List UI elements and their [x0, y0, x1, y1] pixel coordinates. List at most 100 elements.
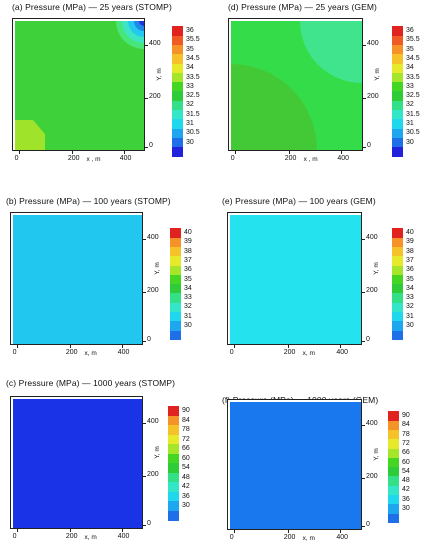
colorbar-label: 37: [406, 256, 414, 264]
y-tick-mark: [363, 147, 366, 148]
x-tick-label: 400: [117, 349, 130, 356]
colorbar-label: 90: [402, 412, 410, 419]
y-tick-label: 400: [147, 233, 159, 241]
colorbar-label: 35.5: [406, 36, 420, 44]
colorbar-label: 78: [402, 430, 410, 438]
colorbar-label: 60: [402, 458, 410, 466]
colorbar-swatch: [172, 128, 183, 139]
colorbar-label: 36: [186, 27, 194, 34]
heatmap-field: [231, 21, 362, 150]
y-tick-label: 0: [367, 142, 371, 149]
colorbar-swatch: [168, 501, 179, 512]
colorbar-swatch: [392, 265, 403, 276]
panel-title: (d) Pressure (MPa) — 25 years (GEM): [228, 2, 377, 12]
colorbar-swatch: [172, 119, 183, 130]
heatmap-field: [230, 402, 361, 529]
x-tick-mark: [340, 530, 342, 533]
y-tick-label: 0: [149, 142, 153, 149]
colorbar-label: 78: [182, 426, 190, 433]
colorbar-swatch: [392, 82, 403, 92]
plot-frame: [10, 396, 143, 529]
colorbar-swatch: [168, 444, 179, 455]
colorbar-swatch: [172, 82, 183, 92]
colorbar-label: 32: [406, 101, 414, 109]
heatmap-field: [15, 21, 144, 150]
colorbar-swatch: [170, 293, 181, 304]
colorbar-swatch: [388, 448, 399, 459]
colorbar-label: 32.5: [186, 92, 200, 100]
colorbar-swatch: [392, 312, 403, 322]
colorbar-label: 36: [402, 495, 410, 503]
y-tick-mark: [362, 291, 365, 293]
colorbar-swatch: [392, 119, 403, 130]
colorbar-label: 32: [406, 303, 414, 311]
x-tick-mark: [233, 345, 235, 348]
y-tick-mark: [143, 291, 146, 293]
colorbar-swatch: [170, 246, 181, 257]
y-tick-mark: [143, 422, 146, 424]
x-tick-label: 0: [14, 155, 19, 162]
colorbar-label: 90: [182, 407, 190, 414]
colorbar-label: 30.5: [406, 129, 420, 137]
plot-frame: [227, 212, 362, 345]
y-tick-label: 0: [147, 336, 151, 343]
x-tick-label: 0: [229, 349, 234, 356]
colorbar-swatch: [172, 26, 183, 37]
colorbar-label: 33: [186, 82, 194, 90]
panel-title: (c) Pressure (MPa) — 1000 years (STOMP): [6, 378, 176, 388]
x-tick-mark: [18, 151, 20, 154]
x-tick-label: 400: [337, 155, 350, 162]
y-tick-label: 0: [147, 520, 151, 527]
x-tick-mark: [69, 345, 71, 348]
colorbar-label: 31: [184, 312, 192, 320]
colorbar-label: 33: [406, 82, 414, 90]
colorbar-label: 30: [182, 502, 190, 509]
colorbar-swatch: [388, 485, 399, 496]
colorbar-swatch: [392, 137, 403, 148]
y-axis-label: Y, m: [155, 68, 163, 81]
colorbar-label: 34: [406, 64, 414, 72]
colorbar-label: 42: [402, 486, 410, 494]
colorbar-swatch: [392, 100, 403, 111]
colorbar-label: 35.5: [186, 36, 200, 44]
colorbar-swatch: [392, 302, 403, 313]
field-background: [13, 399, 142, 528]
colorbar-label: 31.5: [186, 110, 200, 118]
colorbar-label: 31: [406, 120, 414, 127]
x-axis-label: x , m: [86, 156, 101, 163]
y-tick-label: 400: [366, 420, 378, 428]
colorbar-label: 36: [406, 27, 414, 34]
colorbar-swatch: [170, 284, 181, 294]
x-tick-mark: [288, 151, 290, 154]
y-axis-label: Y, m: [372, 262, 380, 275]
heatmap-field: [13, 399, 142, 528]
x-tick-mark: [234, 151, 236, 154]
colorbar-label: 34.5: [406, 54, 420, 62]
colorbar-label: 54: [182, 464, 190, 471]
colorbar-swatch: [388, 411, 399, 422]
y-tick-label: 0: [366, 336, 370, 343]
x-tick-mark: [71, 151, 73, 154]
x-axis-label: x , m: [303, 156, 318, 163]
colorbar-swatch: [172, 35, 183, 46]
colorbar-swatch: [172, 63, 183, 74]
colorbar-label: 48: [182, 473, 190, 481]
x-tick-mark: [69, 529, 71, 532]
colorbar-swatch: [168, 434, 179, 445]
colorbar-label: 72: [182, 435, 190, 443]
y-tick-label: 200: [366, 472, 378, 480]
colorbar-label: 60: [182, 454, 190, 462]
colorbar-swatch: [392, 35, 403, 46]
colorbar-label: 36: [182, 492, 190, 500]
y-tick-mark: [362, 477, 365, 479]
y-tick-mark: [143, 475, 146, 477]
contour-bottom-left: [15, 120, 45, 150]
colorbar-label: 32.5: [406, 92, 420, 100]
panel-title: (a) Pressure (MPa) — 25 years (STOMP): [12, 2, 172, 12]
y-tick-label: 400: [366, 233, 378, 241]
colorbar-swatch: [392, 26, 403, 37]
plot-frame: [228, 18, 363, 151]
colorbar-swatch: [388, 495, 399, 505]
colorbar-label: 39: [406, 238, 414, 246]
colorbar-label: 42: [182, 483, 190, 490]
